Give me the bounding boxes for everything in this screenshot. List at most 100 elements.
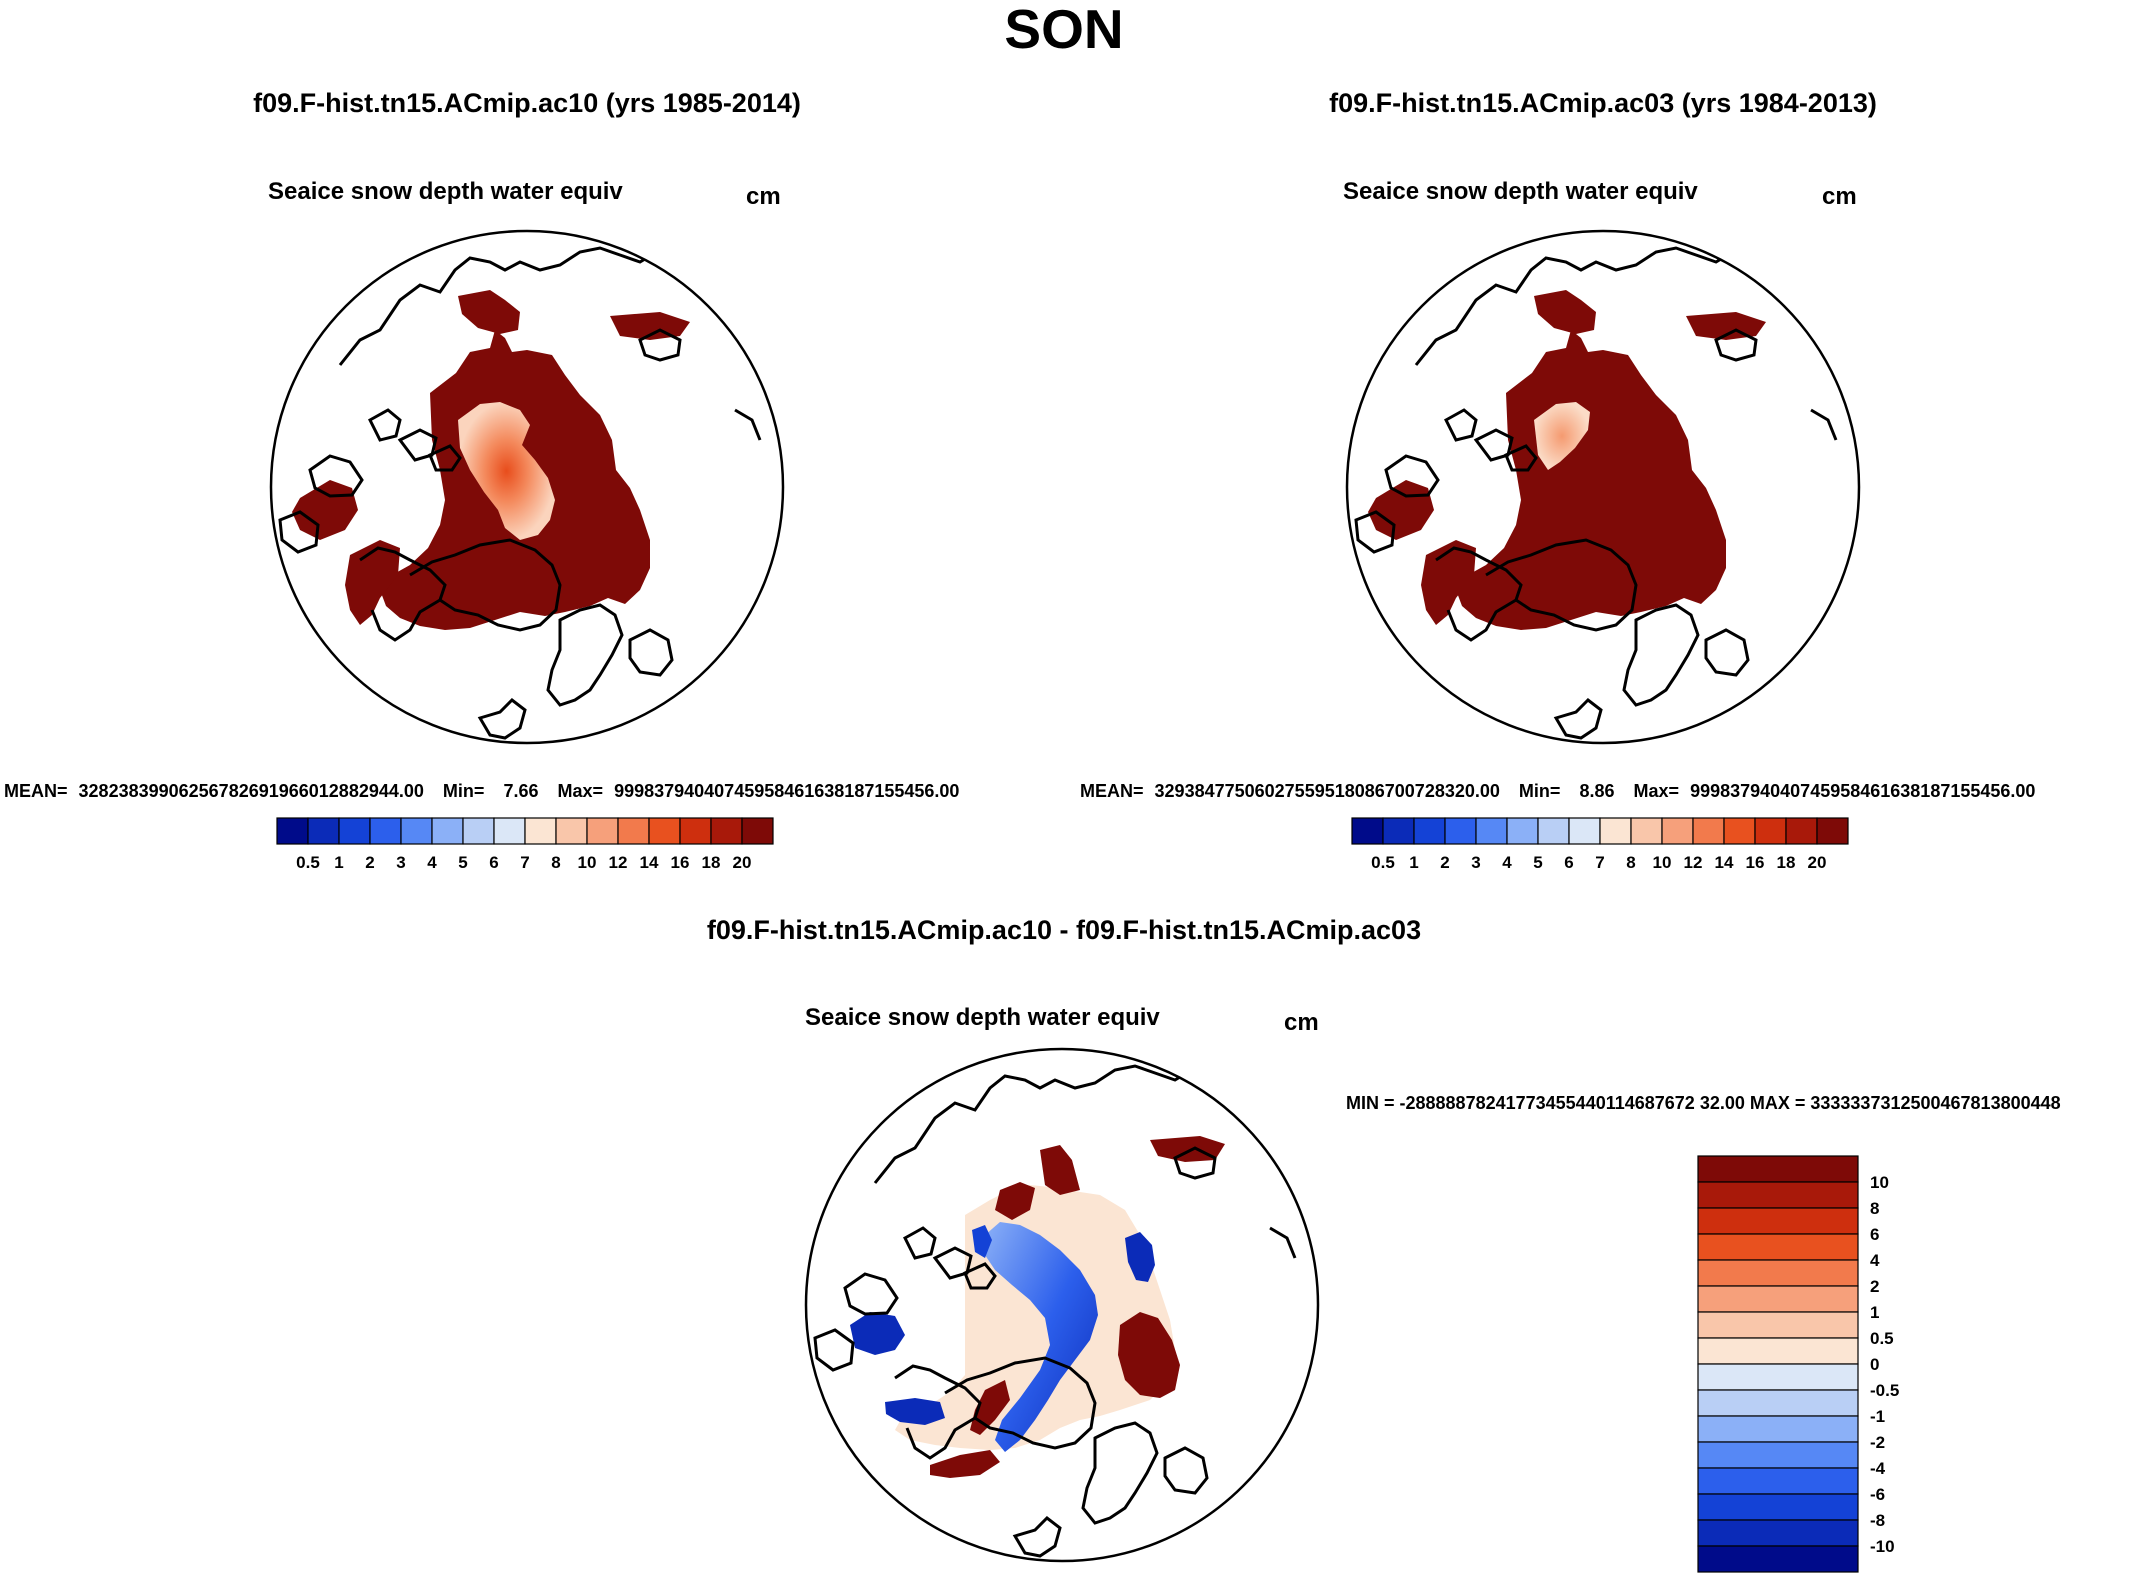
colorbar-tick-label: 7: [520, 853, 529, 872]
colorbar-tick-label: 6: [489, 853, 498, 872]
diff-field-positive: [930, 1450, 1000, 1478]
colorbar-tick-label: 4: [427, 853, 437, 872]
colorbar-tick-label: 1: [1870, 1303, 1879, 1322]
colorbar-swatch: [1568, 817, 1601, 845]
mean-value: 32938477506027559518086700728320.00: [1155, 781, 1500, 801]
colorbar-tick-label: 12: [1684, 853, 1703, 872]
colorbar-swatch: [1692, 817, 1725, 845]
max-value: 99983794040745958461638187155456.00: [1690, 781, 2035, 801]
mean-label: MEAN=: [4, 781, 68, 801]
panel-top-right: f09.F-hist.tn15.ACmip.ac03 (yrs 1984-201…: [1080, 88, 2035, 872]
colorbar-swatch: [1697, 1467, 1859, 1495]
panel-title: f09.F-hist.tn15.ACmip.ac10 - f09.F-hist.…: [707, 915, 1421, 945]
units-label: cm: [746, 183, 781, 210]
colorbar-swatch: [1444, 817, 1477, 845]
colorbar-vertical: 10 8 6 4 2 1 0.5 0 -0.5 -1 -2 -4 -6 -8 -10: [1697, 1155, 1899, 1573]
diff-field-positive: [1150, 1136, 1225, 1162]
diff-field-near-zero: [895, 1185, 1175, 1450]
colorbar-swatch: [1697, 1207, 1859, 1235]
snow-field-okhotsk: [1534, 290, 1596, 334]
colorbar-swatch: [1661, 817, 1694, 845]
panel-difference: f09.F-hist.tn15.ACmip.ac10 - f09.F-hist.…: [707, 915, 2061, 1573]
colorbar-tick-label: 1: [334, 853, 343, 872]
snow-field-baffin: [1421, 540, 1476, 625]
colorbar-swatch: [586, 817, 619, 845]
colorbar-swatch: [1697, 1415, 1859, 1443]
stats-line: MEAN= 32938477506027559518086700728320.0…: [1080, 781, 2035, 801]
colorbar-swatch: [741, 817, 774, 845]
polar-map: [1354, 246, 1838, 740]
panel-title: f09.F-hist.tn15.ACmip.ac10 (yrs 1985-201…: [253, 88, 801, 118]
snow-field-bering: [610, 312, 690, 340]
colorbar-swatch: [1506, 817, 1539, 845]
coastlines: [1354, 246, 1838, 740]
colorbar-tick-label: 0.5: [296, 853, 320, 872]
colorbar-tick-label: -6: [1870, 1485, 1885, 1504]
max-value: 99983794040745958461638187155456.00: [614, 781, 959, 801]
colorbar-tick-label: 0.5: [1870, 1329, 1894, 1348]
mean-label: MEAN=: [1080, 781, 1144, 801]
colorbar-swatch: [1599, 817, 1632, 845]
variable-title: Seaice snow depth water equiv: [268, 178, 623, 205]
colorbar-tick-label: 2: [365, 853, 374, 872]
colorbar-tick-label: -1: [1870, 1407, 1885, 1426]
colorbar-swatch: [1697, 1545, 1859, 1573]
colorbar-swatch: [1785, 817, 1818, 845]
colorbar-tick-label: 6: [1870, 1225, 1879, 1244]
colorbar-tick-label: 5: [1533, 853, 1542, 872]
diff-field-positive: [1040, 1145, 1080, 1195]
snow-field-hudson: [1368, 480, 1434, 540]
colorbar-tick-label: 16: [1746, 853, 1765, 872]
snow-field-baffin: [345, 540, 400, 625]
snow-field-hudson: [292, 480, 358, 540]
colorbar-tick-label: 16: [671, 853, 690, 872]
colorbar-tick-label: 4: [1870, 1251, 1880, 1270]
colorbar-tick-label: 12: [609, 853, 628, 872]
min-value: 8.86: [1579, 781, 1614, 801]
stats-line: MEAN= 32823839906256782691966012882944.0…: [4, 781, 959, 801]
colorbar-swatch: [1816, 817, 1849, 845]
variable-title: Seaice snow depth water equiv: [805, 1004, 1160, 1031]
colorbar-swatch: [1697, 1441, 1859, 1469]
colorbar-swatch: [1475, 817, 1508, 845]
colorbar-swatch: [1697, 1155, 1859, 1183]
colorbar-swatch: [1697, 1311, 1859, 1339]
colorbar-swatch: [710, 817, 743, 845]
colorbar-swatch: [1537, 817, 1570, 845]
colorbar-tick-label: 8: [1626, 853, 1635, 872]
diff-field-negative: [850, 1312, 905, 1355]
colorbar-swatch: [1754, 817, 1787, 845]
colorbar-tick-label: 14: [1715, 853, 1734, 872]
map-boundary: [269, 229, 785, 745]
polar-map: [813, 1064, 1297, 1558]
units-label: cm: [1822, 183, 1857, 210]
colorbar-swatch: [1413, 817, 1446, 845]
colorbar: 0.5 1 2 3 4 5 6 7 8 10 12 14 16 18 20: [1351, 817, 1849, 872]
colorbar-swatch: [1382, 817, 1415, 845]
colorbar-tick-label: -0.5: [1870, 1381, 1899, 1400]
polar-map: [278, 246, 762, 740]
diff-field-positive: [1118, 1312, 1180, 1398]
colorbar-tick-label: 20: [1808, 853, 1827, 872]
min-label: Min=: [443, 781, 485, 801]
snow-field-okhotsk: [458, 290, 520, 334]
colorbar-tick-label: 0.5: [1371, 853, 1395, 872]
colorbar-tick-label: -8: [1870, 1511, 1885, 1530]
colorbar-swatch: [493, 817, 526, 845]
colorbar-tick-label: 18: [1777, 853, 1796, 872]
colorbar-tick-label: 14: [640, 853, 659, 872]
colorbar-tick-label: 0: [1870, 1355, 1879, 1374]
colorbar-tick-label: 4: [1502, 853, 1512, 872]
colorbar-swatch: [1697, 1233, 1859, 1261]
colorbar-tick-label: 10: [1870, 1173, 1889, 1192]
colorbar-swatch: [1351, 817, 1384, 845]
diff-field-negative: [985, 1222, 1098, 1452]
colorbar-tick-label: 20: [733, 853, 752, 872]
colorbar-tick-label: 5: [458, 853, 467, 872]
colorbar-swatch: [679, 817, 712, 845]
colorbar-swatch: [1697, 1389, 1859, 1417]
colorbar-swatch: [400, 817, 433, 845]
snow-field-thin-ice: [458, 402, 555, 540]
colorbar-tick-label: 1: [1409, 853, 1418, 872]
